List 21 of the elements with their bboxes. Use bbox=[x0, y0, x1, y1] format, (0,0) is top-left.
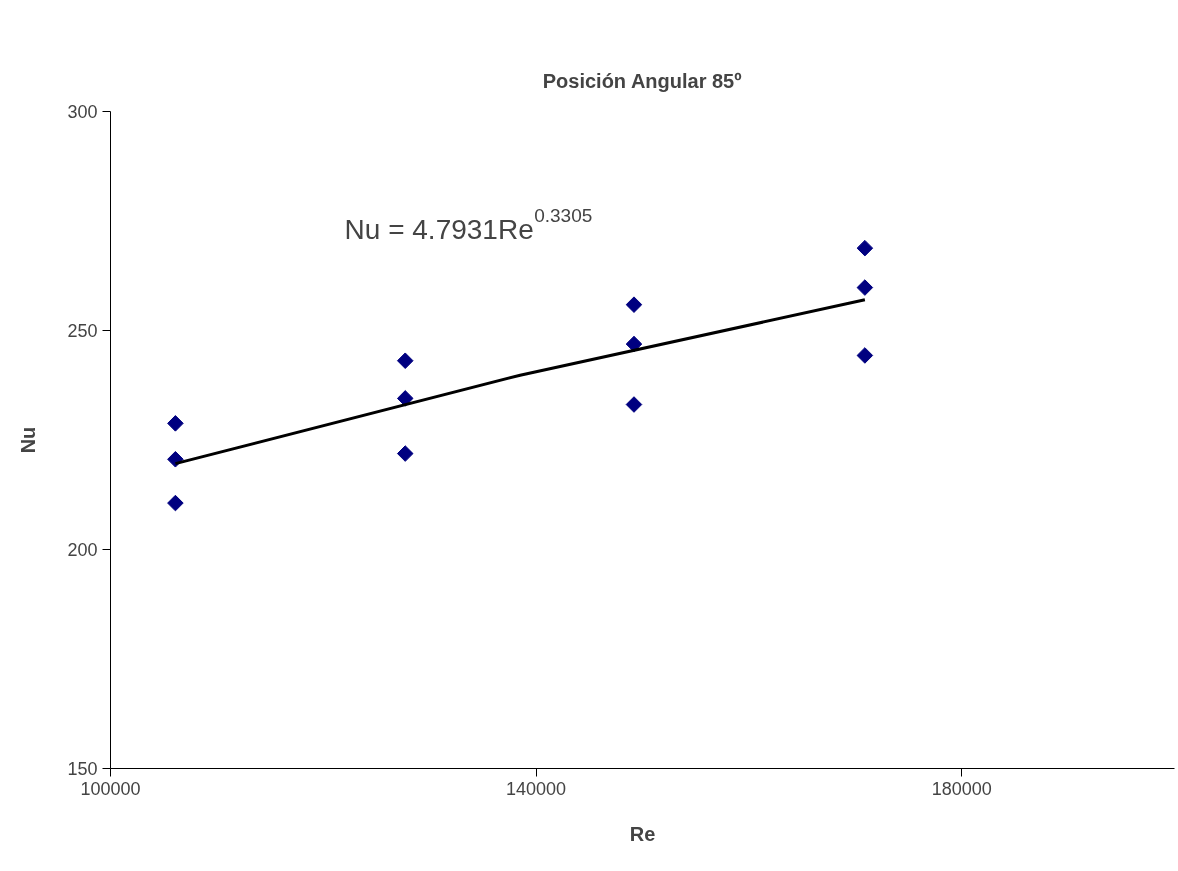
point bbox=[625, 396, 643, 413]
x-tick-label: 140000 bbox=[506, 778, 567, 799]
point bbox=[396, 390, 414, 407]
point bbox=[167, 494, 184, 512]
point bbox=[396, 352, 414, 369]
point bbox=[167, 415, 184, 432]
y-tick-label: 250 bbox=[67, 321, 98, 341]
point bbox=[856, 347, 874, 364]
x-tick-label: 180000 bbox=[931, 778, 992, 799]
y-axis-title: Nu bbox=[17, 426, 40, 454]
y-tick-label: 200 bbox=[67, 540, 98, 560]
y-tick-label: 150 bbox=[67, 759, 98, 779]
x-tick-label: 100000 bbox=[80, 778, 141, 799]
point bbox=[625, 296, 643, 313]
point bbox=[396, 445, 414, 462]
point bbox=[167, 450, 184, 468]
point bbox=[856, 279, 874, 296]
chart-title: Posición Angular 85º bbox=[542, 69, 742, 92]
point bbox=[856, 239, 874, 257]
x-axis-title: Re bbox=[629, 822, 656, 845]
y-tick-label: 300 bbox=[67, 102, 98, 122]
